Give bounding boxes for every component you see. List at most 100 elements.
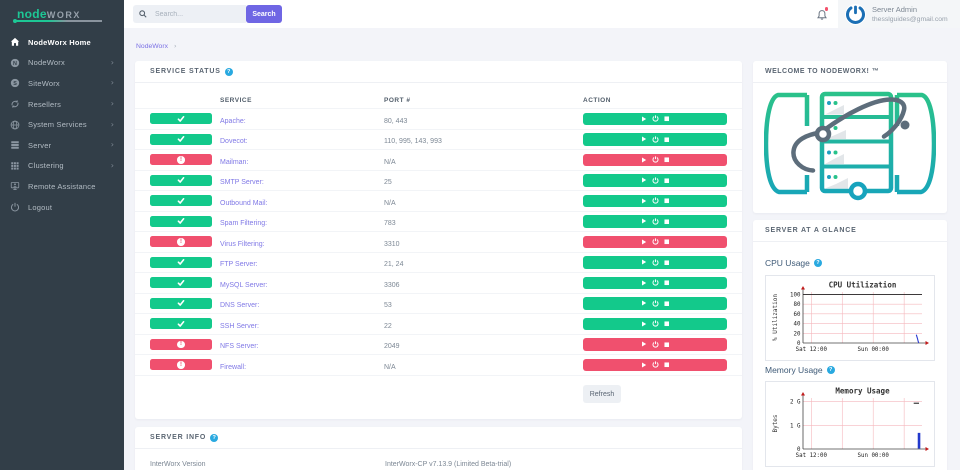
service-link[interactable]: FTP Server: xyxy=(220,261,258,269)
service-status-help-icon[interactable]: ? xyxy=(224,67,233,76)
restart-icon[interactable] xyxy=(652,197,659,204)
service-action-button[interactable] xyxy=(583,317,727,330)
service-link[interactable]: Dovecot: xyxy=(220,138,248,146)
stop-icon[interactable] xyxy=(664,362,670,368)
service-link[interactable]: DNS Server: xyxy=(220,302,260,310)
restart-icon[interactable] xyxy=(652,341,659,348)
service-action-button[interactable] xyxy=(583,256,727,269)
action-cell xyxy=(583,112,742,125)
service-action-button[interactable] xyxy=(583,338,727,351)
restart-icon[interactable] xyxy=(652,218,659,225)
restart-icon[interactable] xyxy=(652,361,659,368)
restart-icon[interactable] xyxy=(652,300,659,307)
service-action-button[interactable] xyxy=(583,194,727,207)
service-link[interactable]: SSH Server: xyxy=(220,322,259,330)
cpu-usage-label-row: CPU Usage ? xyxy=(765,258,935,268)
welcome-header: WELCOME TO NODEWORX! ™ xyxy=(753,61,947,83)
sidebar-item-siteworx[interactable]: S SiteWorx › xyxy=(0,73,124,94)
start-icon[interactable] xyxy=(641,177,647,183)
service-action-button[interactable] xyxy=(583,215,727,228)
service-row-dovecot: Dovecot: 110, 995, 143, 993 xyxy=(135,128,742,150)
restart-icon[interactable] xyxy=(652,238,659,245)
start-icon[interactable] xyxy=(641,280,647,286)
service-action-button[interactable] xyxy=(583,112,727,125)
user-menu[interactable]: Server Admin thesslguides@gmail.com xyxy=(838,0,960,28)
service-link[interactable]: Firewall: xyxy=(220,363,247,371)
refresh-button[interactable]: Refresh xyxy=(583,385,621,403)
start-icon[interactable] xyxy=(641,218,647,224)
action-cell xyxy=(583,235,742,248)
nodeworx-logo[interactable]: nodeWORX xyxy=(0,0,124,28)
service-link[interactable]: Virus Filtering: xyxy=(220,240,265,248)
sidebar-item-logout[interactable]: Logout xyxy=(0,197,124,218)
service-link[interactable]: SMTP Server: xyxy=(220,179,264,187)
server-info-help-icon[interactable]: ? xyxy=(210,433,219,442)
cpu-graph-panel[interactable]: CPU Utilization % Utilization 0 20 40 60 80 100… xyxy=(765,274,935,361)
columns: SERVICE STATUS ? SERVICE PORT # ACTION A… xyxy=(135,61,947,470)
stop-icon[interactable] xyxy=(664,341,670,348)
service-action-button[interactable] xyxy=(583,276,727,289)
sidebar-item-resellers[interactable]: Resellers › xyxy=(0,94,124,115)
service-action-button[interactable] xyxy=(583,235,727,248)
stop-icon[interactable] xyxy=(664,116,670,122)
stop-icon[interactable] xyxy=(664,157,670,163)
service-link[interactable]: Apache: xyxy=(220,117,246,125)
restart-icon[interactable] xyxy=(652,156,659,163)
sidebar-item-nodeworx[interactable]: N NodeWorx › xyxy=(0,53,124,74)
action-cell xyxy=(583,153,742,166)
cpu-usage-help-icon[interactable]: ? xyxy=(813,259,822,267)
restart-icon[interactable] xyxy=(652,259,659,266)
svg-text:N: N xyxy=(13,61,17,67)
stop-icon[interactable] xyxy=(664,280,670,286)
start-icon[interactable] xyxy=(641,300,647,306)
start-icon[interactable] xyxy=(641,157,647,163)
service-link[interactable]: Outbound Mail: xyxy=(220,199,268,207)
sidebar-item-system-services[interactable]: System Services › xyxy=(0,114,124,135)
status-pill-up xyxy=(150,113,212,125)
stop-icon[interactable] xyxy=(664,259,670,266)
restart-icon[interactable] xyxy=(652,136,659,143)
service-cell: MySQL Server: xyxy=(220,274,384,292)
service-action-button[interactable] xyxy=(583,153,727,166)
start-icon[interactable] xyxy=(641,136,647,142)
sidebar-item-clustering[interactable]: Clustering › xyxy=(0,156,124,177)
service-action-button[interactable] xyxy=(583,358,727,371)
start-icon[interactable] xyxy=(641,259,647,265)
search-button[interactable]: Search xyxy=(246,5,282,23)
sidebar-item-remote-assistance[interactable]: Remote Assistance xyxy=(0,176,124,197)
action-cell xyxy=(583,194,742,207)
memory-graph-panel[interactable]: Memory Usage Bytes 0 1 G 2 G Sat 12:00 Sun 00:… xyxy=(765,381,935,467)
stop-icon[interactable] xyxy=(664,321,670,327)
search-input[interactable] xyxy=(133,5,246,23)
service-link[interactable]: Mailman: xyxy=(220,158,249,166)
stop-icon[interactable] xyxy=(664,218,670,225)
restart-icon[interactable] xyxy=(652,177,659,184)
start-icon[interactable] xyxy=(641,116,647,122)
sidebar-item-nodeworx-home[interactable]: NodeWorx Home xyxy=(0,32,124,53)
stop-icon[interactable] xyxy=(664,136,670,143)
stop-icon[interactable] xyxy=(664,239,670,245)
stop-icon[interactable] xyxy=(664,177,670,184)
start-icon[interactable] xyxy=(641,321,647,327)
service-action-button[interactable] xyxy=(583,297,727,310)
service-link[interactable]: MySQL Server: xyxy=(220,281,268,289)
start-icon[interactable] xyxy=(641,341,647,347)
stop-icon[interactable] xyxy=(664,300,670,307)
start-icon[interactable] xyxy=(641,239,647,245)
restart-icon[interactable] xyxy=(652,115,659,122)
search-bar: Search xyxy=(133,5,282,23)
service-action-button[interactable] xyxy=(583,133,727,146)
start-icon[interactable] xyxy=(641,362,647,368)
notifications-bell-icon[interactable] xyxy=(816,7,828,20)
restart-icon[interactable] xyxy=(652,279,659,286)
service-action-button[interactable] xyxy=(583,174,727,187)
stop-icon[interactable] xyxy=(664,198,670,204)
restart-icon[interactable] xyxy=(652,320,659,327)
sidebar-item-server[interactable]: Server › xyxy=(0,135,124,156)
start-icon[interactable] xyxy=(641,198,647,204)
memory-usage-help-icon[interactable]: ? xyxy=(826,365,835,374)
service-link[interactable]: Spam Filtering: xyxy=(220,220,268,228)
breadcrumb-nodeworx[interactable]: NodeWorx xyxy=(136,42,168,50)
service-link[interactable]: NFS Server: xyxy=(220,343,259,351)
notification-badge xyxy=(824,7,828,11)
